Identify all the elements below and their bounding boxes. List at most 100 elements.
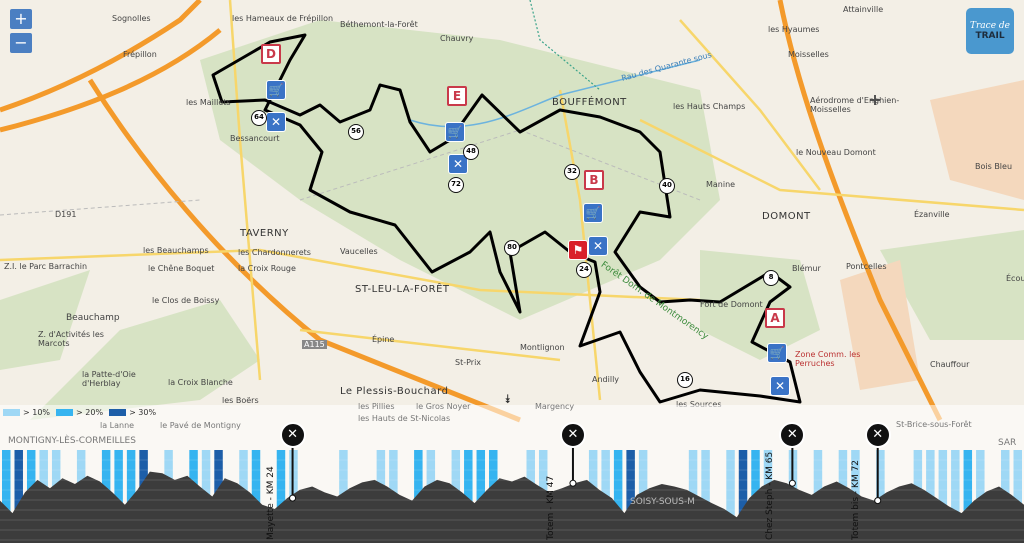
place-label: BOUFFÉMONT [552,97,627,108]
waypoint-label: Totem - KM 47 [545,475,556,540]
place-label: SAR [998,438,1017,448]
place-label: les Chardonnerets [238,248,311,257]
place-label: les Maillets [186,98,231,107]
place-label: Frépillon [123,50,157,59]
aid-station-marker-d[interactable]: D [261,44,281,64]
place-label: Attainville [843,5,884,14]
elevation-area [0,471,1024,543]
legend-item: > 30% [109,408,156,417]
food-waypoint-icon[interactable]: ✕ [779,422,806,448]
waypoint-label: Totem bis - KM 72 [850,459,861,540]
logo-text: Trace de [970,21,1010,31]
km-marker: 8 [763,270,779,286]
food-waypoint-icon[interactable]: ✕ [559,422,586,448]
place-label: Zone Comm. les Perruches [795,350,861,368]
food-waypoint-icon[interactable]: ✕ [279,422,306,448]
place-label: St-Brice-sous-Forêt [896,420,972,429]
place-label: Blémur [792,264,821,273]
steep-slope-band [464,450,473,543]
place-label: Chauvry [440,34,474,43]
place-label: Bois Bleu [975,162,1013,171]
place-label: le Gros Noyer [416,402,471,411]
waypoint-dot [289,494,297,502]
place-label: les Hameaux de Frépillon [232,14,334,23]
steep-slope-band [14,450,23,543]
food-waypoint-icon[interactable]: ✕ [864,422,891,448]
steep-slope-band [1013,450,1022,543]
km-marker: 48 [463,144,479,160]
place-label: la Croix Rouge [238,264,296,273]
steep-slope-band [938,450,948,543]
zoom-out-button[interactable]: − [10,33,32,53]
shopping-cart-icon[interactable]: 🛒 [266,80,286,100]
place-label: Le Plessis-Bouchard [340,386,449,397]
place-label: Z. d'Activités les Marcots [38,330,104,348]
logo-text: TRAIL [975,31,1005,41]
chevrons-down-icon[interactable]: ⯯ [504,392,512,406]
steep-slope-band [2,450,11,543]
place-label: D191 [55,210,77,219]
place-label: les Sources [676,400,722,409]
place-label: les Hyaumes [768,25,820,34]
steep-slope-band [114,450,123,543]
place-label: TAVERNY [240,228,289,239]
place-label: Vaucelles [340,247,378,256]
slope-legend: > 10% > 20% > 30% [3,408,156,417]
km-marker: 40 [659,178,675,194]
steep-slope-band [126,450,136,543]
km-marker: 72 [448,177,464,193]
steep-slope-band [626,450,635,543]
start-flag-icon[interactable]: ⚑ [568,240,588,260]
place-label: les Beauchamps [143,246,209,255]
place-label: Écou [1006,274,1024,283]
place-label: Épine [372,335,395,344]
place-label: Sognolles [112,14,151,23]
km-marker: 32 [564,164,580,180]
km-marker: 56 [348,124,364,140]
elevation-profile-chart[interactable] [0,405,1024,543]
place-label: les Boërs [222,396,259,405]
waypoint-dot [788,479,796,487]
place-label: Fort de Domont [700,300,763,309]
food-icon[interactable]: ✕ [266,112,286,132]
place-label: le Nouveau Domont [796,148,876,157]
place-label: Manine [706,180,736,189]
place-label: Moisselles [788,50,829,59]
waypoint-label: Chez Steph - KM 65 [765,451,776,540]
shopping-cart-icon[interactable]: 🛒 [583,203,603,223]
steep-slope-band [951,450,960,543]
waypoint-dot [569,479,577,487]
place-label: les Hauts de St-Nicolas [358,414,451,423]
aid-station-marker-b[interactable]: B [584,170,604,190]
place-label: Z.I. le Parc Barrachin [4,262,88,271]
place-label: Andilly [592,375,620,384]
place-label: Aérodrome d'Enghien-Moisselles [810,96,900,114]
trace-de-trail-logo[interactable]: Trace de TRAIL [966,8,1014,54]
urban-areas [840,80,1024,390]
place-label: Chauffour [930,360,970,369]
place-label: la Patte-d'Oie d'Herblay [82,370,136,388]
km-marker: 80 [504,240,520,256]
place-label: St-Prix [455,358,482,367]
food-icon[interactable]: ✕ [448,154,468,174]
aid-station-marker-e[interactable]: E [447,86,467,106]
steep-slope-band [251,450,261,543]
food-icon[interactable]: ✕ [588,236,608,256]
shopping-cart-icon[interactable]: 🛒 [445,122,465,142]
place-label: SOISY-SOUS-M [630,497,695,507]
place-label: les Hauts Champs [673,102,746,111]
place-label: Montlignon [520,343,565,352]
place-label: la Lanne [100,421,135,430]
zoom-in-button[interactable]: + [10,9,32,29]
waypoint-label: Mayette - KM 24 [265,466,276,540]
shopping-cart-icon[interactable]: 🛒 [767,343,787,363]
place-label: ST-LEU-LA-FORÊT [355,284,450,295]
place-label: Béthemont-la-Forêt [340,20,418,29]
place-label: les Pillies [358,402,395,411]
aid-station-marker-a[interactable]: A [765,308,785,328]
km-marker: 24 [576,262,592,278]
steep-slope-band [276,450,286,543]
km-marker: 16 [677,372,693,388]
food-icon[interactable]: ✕ [770,376,790,396]
steep-slope-band [963,450,973,543]
